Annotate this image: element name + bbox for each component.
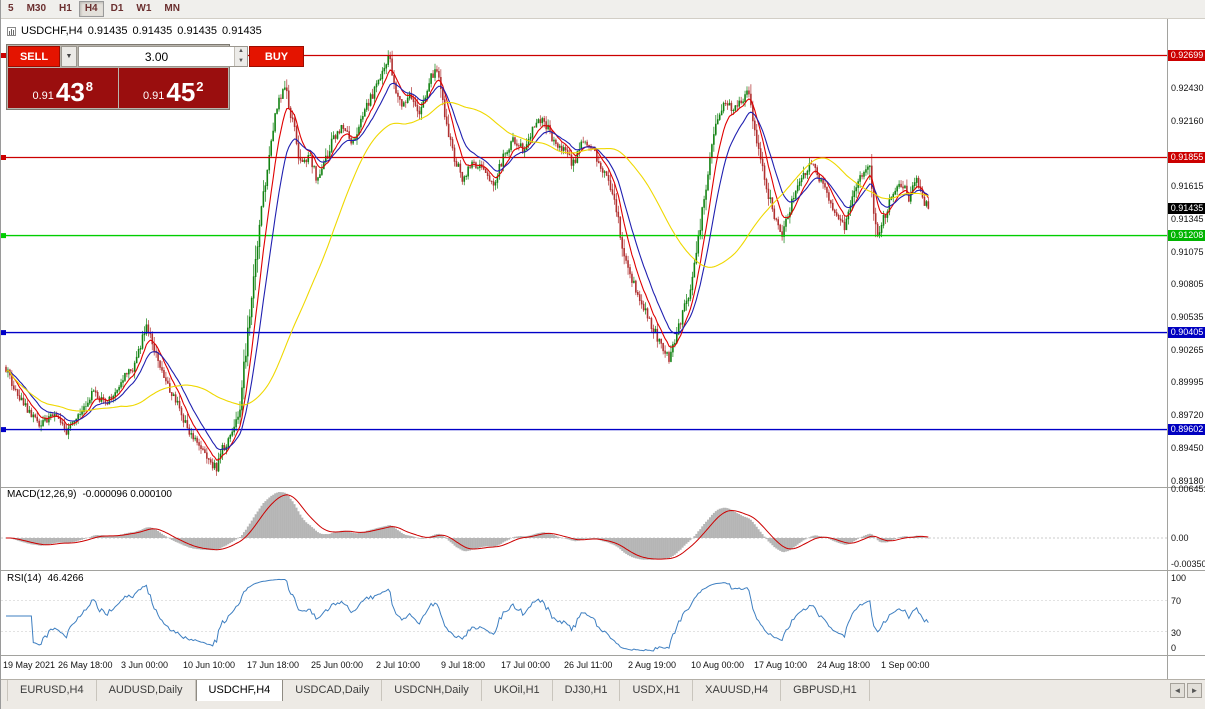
- one-click-trading-panel: SELL ▼ ▲ ▼ BUY 0.91 43 8: [6, 44, 304, 110]
- sell-price-button[interactable]: 0.91 43 8: [8, 68, 118, 108]
- sell-price-pip: 8: [85, 79, 94, 94]
- tab-eurusd-h4[interactable]: EURUSD,H4: [7, 680, 97, 701]
- tab-audusd-daily[interactable]: AUDUSD,Daily: [97, 680, 196, 701]
- rsi-title: RSI(14): [7, 573, 42, 584]
- chevron-down-icon: ▼: [65, 53, 73, 60]
- timeframe-toolbar: 5 M30 H1 H4 D1 W1 MN: [1, 0, 1205, 19]
- volume-field-wrap: ▲ ▼: [78, 46, 248, 67]
- chart-symbol-period: USDCHF,H4: [21, 25, 83, 37]
- timeframe-button-w1[interactable]: W1: [130, 1, 157, 17]
- buy-price-pip: 2: [196, 79, 204, 94]
- macd-values: -0.000096 0.000100: [82, 489, 172, 500]
- timeframe-button-mn[interactable]: MN: [158, 1, 186, 17]
- tab-ukoil-h1[interactable]: UKOil,H1: [482, 680, 553, 701]
- macd-title: MACD(12,26,9): [7, 489, 77, 500]
- sell-price-big: 43: [55, 77, 85, 107]
- tab-usdchf-h4[interactable]: USDCHF,H4: [195, 680, 284, 701]
- buy-price-big: 45: [166, 77, 196, 107]
- timeframe-button-h4[interactable]: H4: [78, 1, 104, 17]
- chart-header: USDCHF,H4 0.91435 0.91435 0.91435 0.9143…: [7, 25, 262, 37]
- rsi-panel-label: RSI(14) 46.4266: [7, 573, 84, 584]
- sell-price-prefix: 0.91: [32, 90, 54, 102]
- timeframe-button-m30[interactable]: M30: [21, 1, 52, 17]
- volume-down-button[interactable]: ▼: [235, 56, 247, 66]
- buy-price-prefix: 0.91: [142, 90, 165, 102]
- ohlc-high: 0.91435: [132, 25, 173, 37]
- chart-symbol-icon: [7, 26, 16, 36]
- buy-price-button[interactable]: 0.91 45 2: [118, 68, 228, 108]
- timeframe-button-5[interactable]: 5: [2, 1, 20, 17]
- tab-usdcnh-daily[interactable]: USDCNH,Daily: [382, 680, 482, 701]
- tab-scroll-left-button[interactable]: ◄: [1170, 683, 1185, 698]
- chart-area: 0.92430 0.92160 0.91615 0.91345 0.91075 0.908…: [1, 19, 1205, 679]
- volume-input[interactable]: [79, 47, 234, 66]
- volume-spinner: ▲ ▼: [234, 47, 247, 66]
- macd-panel-label: MACD(12,26,9) -0.000096 0.000100: [7, 489, 172, 500]
- tab-xauusd-h4[interactable]: XAUUSD,H4: [693, 680, 782, 701]
- tab-gbpusd-h1[interactable]: GBPUSD,H1: [781, 680, 870, 701]
- timeframe-button-h1[interactable]: H1: [53, 1, 78, 17]
- tab-usdcad-daily[interactable]: USDCAD,Daily: [283, 680, 383, 701]
- buy-button[interactable]: BUY: [249, 46, 304, 67]
- bottom-strip: [1, 701, 1205, 709]
- tab-usdx-h1[interactable]: USDX,H1: [620, 680, 694, 701]
- ohlc-open: 0.91435: [87, 25, 128, 37]
- timeframe-button-d1[interactable]: D1: [105, 1, 130, 17]
- chart-canvas[interactable]: [1, 19, 1205, 679]
- volume-dropdown-button[interactable]: ▼: [61, 46, 77, 67]
- volume-up-button[interactable]: ▲: [235, 47, 247, 57]
- rsi-value: 46.4266: [47, 573, 84, 584]
- tab-scroll-right-button[interactable]: ►: [1187, 683, 1202, 698]
- sell-button[interactable]: SELL: [8, 46, 60, 67]
- ohlc-close: 0.91435: [222, 25, 262, 37]
- tab-dj30-h1[interactable]: DJ30,H1: [553, 680, 621, 701]
- ohlc-low: 0.91435: [177, 25, 218, 37]
- chart-tab-bar: EURUSD,H4 AUDUSD,Daily USDCHF,H4 USDCAD,Dai…: [1, 679, 1205, 701]
